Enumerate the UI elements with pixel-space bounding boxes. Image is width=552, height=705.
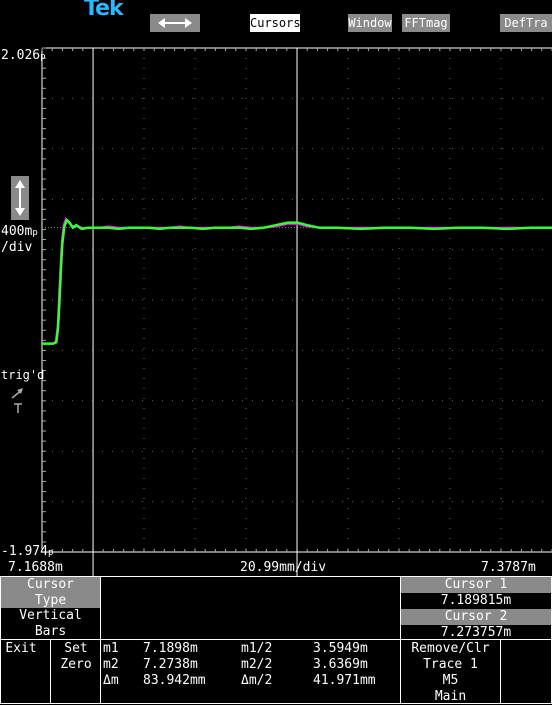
cursor1-value: 7.189815m xyxy=(440,593,512,608)
m1-half-label: m1/2 xyxy=(241,641,273,656)
tek-logo: Tek xyxy=(84,0,124,21)
cursor-lines xyxy=(92,48,298,576)
measurement-readout: m1 7.1898m m1/2 3.5949m m2 7.2738m m2/2 … xyxy=(100,639,401,704)
y-mid-value: 400m xyxy=(1,224,33,239)
exit-label: Exit xyxy=(5,641,37,656)
up-down-arrows-icon xyxy=(15,180,25,216)
y-bottom-unit: p xyxy=(47,548,54,558)
m2-half-label: m2/2 xyxy=(241,657,273,672)
trigger-icon xyxy=(10,386,26,418)
y-per-div-label: /div xyxy=(1,240,33,255)
y-bottom-label: -1.974p xyxy=(1,544,53,559)
delta-m-label: Δm xyxy=(103,673,119,688)
m1-half-value: 3.5949m xyxy=(313,641,368,656)
cursor-type-value-line2: Bars xyxy=(34,624,67,639)
m2-label: m2 xyxy=(103,657,119,672)
y-scale-label: 400mp xyxy=(1,224,38,239)
delta-m-half-value: 41.971mm xyxy=(313,673,376,688)
cursor-type-value: Vertical Bars xyxy=(1,608,100,640)
x-scale-label: 20.99mm/div xyxy=(240,560,327,575)
fftmag-menu-button[interactable]: FFTmag xyxy=(402,14,450,32)
cursor-positions-panel: Cursor 1 7.189815m Cursor 2 7.273757m xyxy=(400,576,552,640)
x-left-label: 7.1688m xyxy=(8,560,63,575)
cursor2-value: 7.273757m xyxy=(440,625,512,640)
empty-softkey[interactable] xyxy=(500,639,552,704)
remove-clr-label: Remove/Clr xyxy=(411,641,490,656)
readout-blank-panel xyxy=(100,576,401,640)
exit-button[interactable]: Exit xyxy=(0,639,51,704)
delta-m-value: 83.942mm xyxy=(143,673,206,688)
trace-label: Trace 1 xyxy=(423,657,478,672)
y-top-value: 2.026 xyxy=(1,48,41,63)
cursor2-label: Cursor 2 xyxy=(401,609,551,625)
deftra-menu-button[interactable]: DefTra xyxy=(500,14,552,32)
m1-label: m1 xyxy=(103,641,119,656)
y-mid-unit: p xyxy=(32,228,38,238)
set-label: Set xyxy=(64,641,88,656)
m2-half-value: 3.6369m xyxy=(313,657,368,672)
remove-clear-trace-button[interactable]: Remove/Clr Trace 1 M5 Main xyxy=(400,639,501,704)
m1-value: 7.1898m xyxy=(143,641,198,656)
waveform-traces xyxy=(42,216,552,345)
cursor1-label: Cursor 1 xyxy=(401,577,551,593)
y-top-label: 2.026p xyxy=(1,48,46,63)
vertical-position-button[interactable] xyxy=(11,176,29,220)
cursor-type-value-line1: Vertical xyxy=(19,608,82,623)
x-right-label: 7.3787m xyxy=(481,560,536,575)
cursors-menu-button[interactable]: Cursors xyxy=(250,14,301,32)
triggered-label: trig'd xyxy=(1,368,45,382)
cursor-type-header: Cursor Type xyxy=(1,577,100,608)
set-zero-button[interactable]: Set Zero xyxy=(50,639,101,704)
horizontal-arrows-button[interactable] xyxy=(150,14,200,32)
window-menu-button[interactable]: Window xyxy=(348,14,392,32)
main-label: Main xyxy=(434,689,467,704)
cursor-type-line1: Cursor xyxy=(27,577,74,592)
y-bottom-value: -1.974 xyxy=(1,544,48,559)
trace-2-line xyxy=(42,217,552,345)
y-top-unit: p xyxy=(40,52,46,62)
m5-label: M5 xyxy=(442,673,459,688)
delta-m-half-label: Δm/2 xyxy=(241,673,273,688)
cursor-type-line2: Type xyxy=(34,593,67,608)
zero-label: Zero xyxy=(60,657,92,672)
cursor-type-panel[interactable]: Cursor Type Vertical Bars xyxy=(0,576,101,640)
m2-value: 7.2738m xyxy=(143,657,198,672)
left-right-arrows-icon xyxy=(158,18,192,28)
